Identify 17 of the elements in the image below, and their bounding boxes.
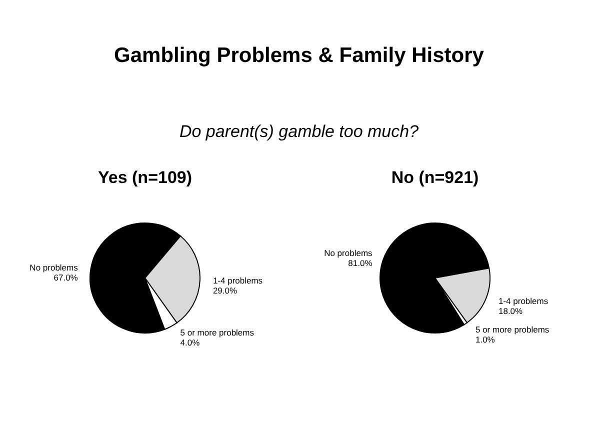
data-label: 67.0% (54, 272, 78, 283)
data-label: 1.0% (475, 334, 496, 345)
data-label: 18.0% (498, 306, 524, 316)
chart-title: Yes (n=109) (98, 168, 192, 187)
data-label: 4.0% (180, 338, 200, 348)
slice-label: No problems (324, 248, 372, 258)
slice-label: 1-4 problems (212, 276, 263, 286)
pie-slice (380, 222, 490, 334)
text: Do parent(s) gamble too much? (178, 122, 420, 142)
slice-label: No problems (30, 262, 78, 273)
text: Gambling Problems & Family History (113, 43, 485, 68)
chart-title: No (n=921) (391, 168, 479, 187)
data-label: 81.0% (348, 258, 373, 268)
slice-label: 5 or more problems (180, 328, 254, 338)
slice-label: 1-4 problems (498, 296, 548, 306)
data-label: 29.0% (212, 286, 238, 296)
slice-label: 5 or more problems (475, 324, 550, 335)
